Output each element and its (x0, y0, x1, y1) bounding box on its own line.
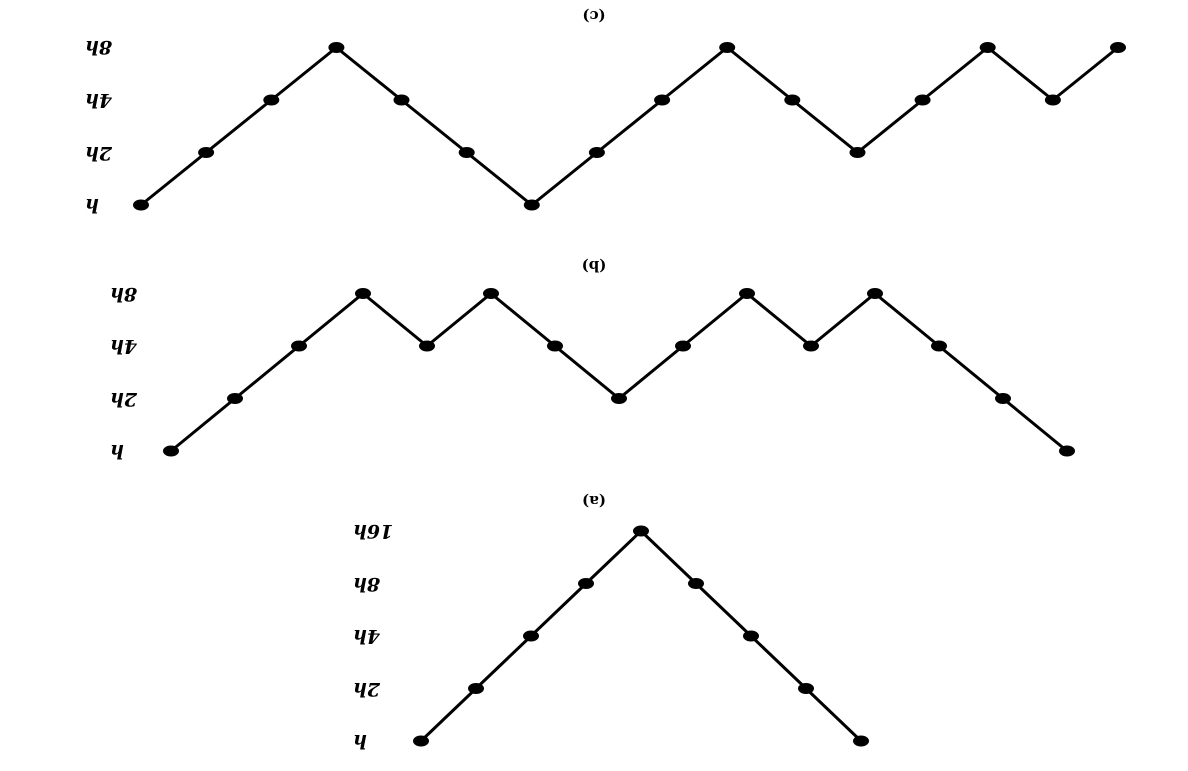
panel-c-nodes (133, 42, 1126, 211)
step-node (523, 199, 540, 211)
panel-b-step-path (170, 292, 1068, 453)
step-node (198, 147, 215, 158)
step-node (611, 393, 627, 404)
panel-c-tick-labels: h 2h 4h 8h (85, 36, 113, 216)
step-node (588, 147, 605, 158)
step-node (483, 288, 499, 299)
step-node (1110, 42, 1126, 53)
step-node (547, 340, 563, 352)
step-node (654, 94, 671, 106)
step-node (849, 147, 866, 158)
panel-label-c: (c) (582, 7, 605, 25)
level-label: 16h (353, 520, 393, 542)
step-node (803, 340, 819, 352)
step-node (1059, 445, 1075, 457)
step-node (914, 94, 931, 106)
step-node (719, 42, 736, 53)
step-node (413, 735, 429, 747)
step-node (227, 393, 243, 404)
step-node (867, 288, 883, 299)
step-node (291, 340, 307, 352)
level-label: 2h (110, 388, 138, 410)
panel-a-step-path (419, 529, 863, 743)
step-node (798, 683, 814, 694)
level-label: 8h (110, 283, 138, 305)
level-label: h (353, 730, 367, 752)
step-node (263, 94, 280, 106)
panel-label-a: (a) (582, 492, 606, 510)
level-label: 4h (110, 335, 137, 357)
panel-c: (c) h 2h 4h 8h (85, 7, 1126, 216)
step-node (853, 735, 869, 747)
panel-a: (a) h 2h 4h 8h 16h (353, 492, 869, 752)
level-label: 8h (85, 36, 113, 58)
step-node (458, 147, 475, 158)
panel-b: (b) h 2h 4h 8h (110, 257, 1075, 462)
panel-b-tick-labels: h 2h 4h 8h (110, 283, 138, 462)
panel-c-step-path (140, 46, 1119, 207)
step-node (688, 578, 704, 589)
level-label: 4h (353, 625, 380, 647)
level-label: 4h (85, 89, 112, 111)
panel-b-nodes (163, 288, 1075, 457)
panel-label-b: (b) (582, 257, 607, 275)
panel-a-nodes (413, 525, 869, 747)
level-label: 8h (353, 573, 381, 595)
step-node (523, 630, 539, 642)
step-node (784, 94, 801, 106)
level-label: h (85, 194, 99, 216)
level-label: 2h (85, 142, 113, 164)
step-node (419, 340, 435, 352)
step-node (468, 683, 484, 694)
step-node (931, 340, 947, 352)
level-label: 2h (353, 678, 381, 700)
step-node (675, 340, 691, 352)
level-label: h (110, 440, 124, 462)
step-node (355, 288, 371, 299)
step-node (133, 199, 149, 211)
step-node (1044, 94, 1061, 106)
panel-a-tick-labels: h 2h 4h 8h 16h (353, 520, 393, 752)
step-node (633, 525, 649, 537)
rotated-figure: (c) h 2h 4h 8h (b) h 2h 4h 8h (a) (85, 7, 1126, 752)
step-node (163, 445, 179, 457)
step-node (393, 94, 410, 106)
step-node (739, 288, 755, 299)
step-node (979, 42, 996, 53)
step-node (743, 630, 759, 642)
step-node (328, 42, 345, 53)
step-node (578, 578, 594, 589)
step-node (995, 393, 1011, 404)
